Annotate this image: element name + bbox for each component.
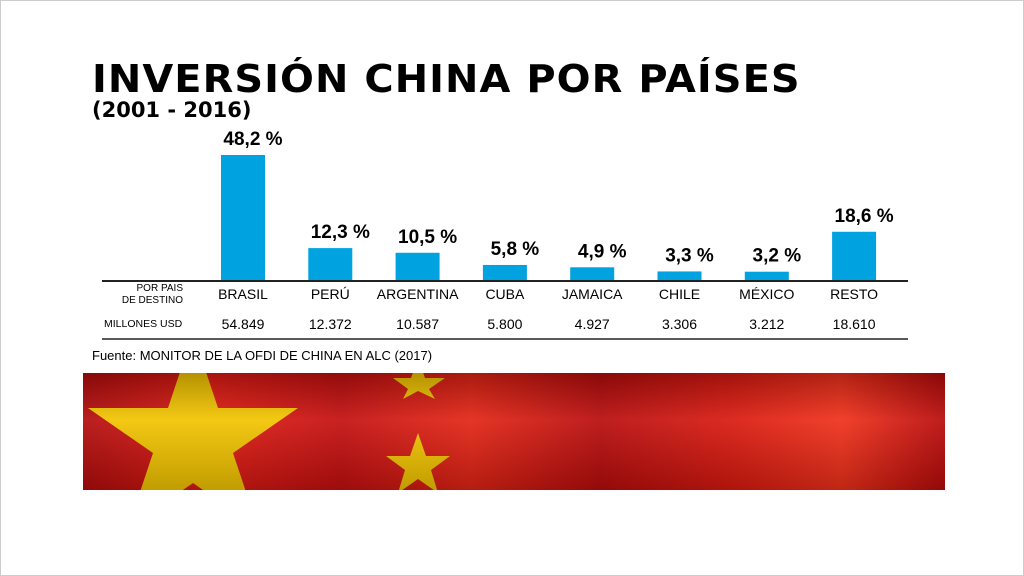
category-row-label: DE DESTINO [122, 295, 183, 306]
data-label: 48,2 % [223, 129, 282, 150]
millones-value: 10.587 [396, 316, 439, 332]
bar-resto [832, 231, 877, 280]
category-label: PERÚ [311, 286, 350, 302]
data-label: 12,3 % [311, 222, 370, 243]
category-label: ARGENTINA [377, 286, 459, 302]
bar-brasil [221, 155, 265, 280]
small-star-icon [393, 373, 445, 399]
source-note: Fuente: MONITOR DE LA OFDI DE CHINA EN A… [92, 348, 432, 364]
category-label: CUBA [485, 286, 525, 302]
data-label: 10,5 % [398, 227, 457, 248]
data-label: 18,6 % [835, 206, 894, 227]
chart-subtitle: (2001 - 2016) [92, 98, 252, 122]
flag-stars [88, 373, 450, 490]
bar-jamaica [570, 267, 615, 280]
bar-perú [308, 248, 353, 280]
millones-value: 54.849 [222, 316, 265, 332]
source-label: Fuente: [92, 348, 137, 363]
small-star-icon [386, 433, 450, 490]
category-label: JAMAICA [562, 286, 623, 302]
bar-cuba [482, 264, 527, 280]
bar-méxico [744, 271, 789, 280]
china-flag-image [83, 373, 945, 490]
category-label: BRASIL [218, 286, 268, 302]
millones-value: 4.927 [575, 316, 610, 332]
chart-title: INVERSIÓN CHINA POR PAÍSES [92, 57, 801, 101]
data-label: 3,2 % [753, 246, 802, 267]
category-label: RESTO [830, 286, 878, 302]
bar-argentina [395, 252, 440, 280]
millones-value: 3.212 [749, 316, 784, 332]
values-row-label: MILLONES USD [104, 318, 183, 330]
millones-value: 3.306 [662, 316, 697, 332]
category-row-label: POR PAIS [137, 283, 184, 294]
millones-value: 18.610 [833, 316, 876, 332]
category-label: MÉXICO [739, 286, 794, 302]
millones-value: 12.372 [309, 316, 352, 332]
data-label: 4,9 % [578, 241, 627, 262]
data-label: 3,3 % [665, 245, 714, 266]
millones-value: 5.800 [487, 316, 522, 332]
source-text: MONITOR DE LA OFDI DE CHINA EN ALC (2017… [139, 348, 433, 363]
data-label: 5,8 % [491, 239, 540, 260]
category-label: CHILE [659, 286, 700, 302]
bar-chile [657, 271, 702, 280]
large-star-icon [88, 373, 298, 490]
